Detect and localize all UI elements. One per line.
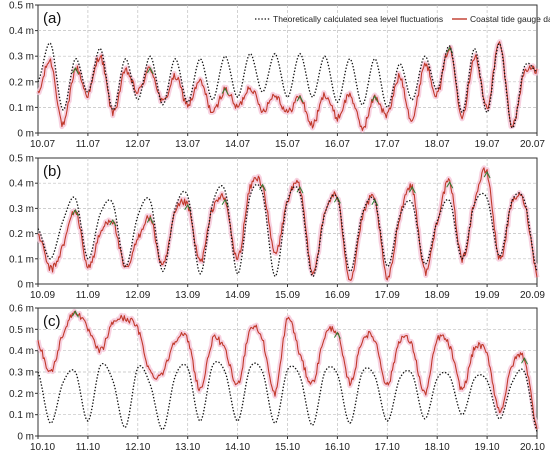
x-tick-label: 10.09 bbox=[30, 290, 55, 301]
x-tick-label: 11.07 bbox=[76, 139, 101, 150]
x-tick-label: 12.10 bbox=[125, 442, 150, 453]
gauge-highlight-mark bbox=[296, 186, 304, 194]
x-tick-label: 20.09 bbox=[520, 290, 545, 301]
theoretical-series-line bbox=[37, 183, 538, 278]
x-tick-label: 16.10 bbox=[325, 442, 350, 453]
x-tick-label: 19.10 bbox=[475, 442, 500, 453]
gauge-series-line bbox=[37, 310, 538, 430]
y-tick-label: 0.4 m bbox=[9, 346, 34, 357]
gauge-highlight-mark bbox=[371, 95, 379, 103]
x-tick-label: 17.07 bbox=[375, 139, 400, 150]
y-tick-label: 0.1 m bbox=[9, 410, 34, 421]
x-tick-label: 18.07 bbox=[425, 139, 450, 150]
x-tick-label: 20.10 bbox=[520, 442, 545, 453]
y-tick-label: 0.3 m bbox=[9, 368, 34, 379]
x-tick-label: 18.09 bbox=[425, 290, 450, 301]
y-tick-label: 0 m bbox=[17, 129, 34, 140]
x-tick-label: 14.10 bbox=[225, 442, 250, 453]
x-tick-label: 11.10 bbox=[76, 442, 101, 453]
gauge-highlight-mark bbox=[146, 216, 154, 224]
legend-theoretical-label: Theoretically calculated sea level fluct… bbox=[273, 14, 443, 24]
x-tick-label: 17.10 bbox=[375, 442, 400, 453]
legend-gauge-label: Coastal tide gauge data bbox=[470, 14, 550, 24]
y-tick-label: 0 m bbox=[17, 432, 34, 443]
gauge-highlight-mark bbox=[184, 203, 192, 212]
x-tick-label: 12.07 bbox=[125, 139, 150, 150]
gauge-highlight-mark bbox=[109, 218, 117, 227]
y-tick-label: 0.6 m bbox=[9, 304, 34, 315]
x-tick-label: 20.07 bbox=[520, 139, 545, 150]
x-tick-label: 17.09 bbox=[375, 290, 400, 301]
y-tick-label: 0.5 m bbox=[9, 154, 34, 165]
gauge-highlight-mark bbox=[446, 181, 454, 189]
x-tick-label: 13.10 bbox=[175, 442, 200, 453]
y-tick-label: 0.2 m bbox=[9, 389, 34, 400]
theoretical-series-line bbox=[37, 360, 538, 432]
x-tick-label: 19.07 bbox=[475, 139, 500, 150]
x-tick-label: 13.07 bbox=[175, 139, 200, 150]
x-tick-label: 14.07 bbox=[225, 139, 250, 150]
panel-label: (a) bbox=[43, 10, 61, 27]
y-tick-label: 0.5 m bbox=[9, 1, 34, 12]
gauge-highlight-mark bbox=[371, 198, 379, 207]
x-tick-label: 15.07 bbox=[275, 139, 300, 150]
x-tick-label: 10.10 bbox=[30, 442, 55, 453]
x-tick-label: 10.07 bbox=[30, 139, 55, 150]
y-tick-label: 0.5 m bbox=[9, 325, 34, 336]
y-tick-label: 0 m bbox=[17, 280, 34, 291]
x-tick-label: 12.09 bbox=[125, 290, 150, 301]
x-tick-label: 14.09 bbox=[225, 290, 250, 301]
legend: Theoretically calculated sea level fluct… bbox=[255, 14, 550, 24]
y-tick-label: 0.1 m bbox=[9, 254, 34, 265]
y-tick-label: 0.2 m bbox=[9, 229, 34, 240]
x-tick-label: 16.09 bbox=[325, 290, 350, 301]
gauge-highlight-mark bbox=[521, 357, 528, 365]
x-tick-label: 11.09 bbox=[76, 290, 101, 301]
x-tick-label: 18.10 bbox=[425, 442, 450, 453]
panel-b: 0 m 0.1 m 0.2 m 0.3 m 0.4 m 0.5 m 10.09 11.09 12… bbox=[9, 154, 545, 302]
gauge-highlight-mark bbox=[71, 66, 79, 75]
gauge-highlight-mark bbox=[221, 87, 229, 95]
x-tick-label: 15.09 bbox=[275, 290, 300, 301]
gauge-series-line bbox=[37, 41, 538, 131]
gauge-highlight-mark bbox=[408, 186, 416, 194]
panel-label: (b) bbox=[43, 163, 61, 180]
x-tick-label: 15.10 bbox=[275, 442, 300, 453]
y-tick-label: 0.3 m bbox=[9, 204, 34, 215]
y-tick-label: 0.4 m bbox=[9, 26, 34, 37]
y-tick-label: 0.4 m bbox=[9, 179, 34, 190]
x-tick-label: 13.09 bbox=[175, 290, 200, 301]
gauge-highlight-mark bbox=[296, 95, 304, 103]
y-tick-label: 0.3 m bbox=[9, 52, 34, 63]
gauge-highlight-mark bbox=[71, 310, 79, 318]
panel-label: (c) bbox=[43, 313, 61, 330]
gauge-highlight-mark bbox=[483, 171, 491, 179]
x-tick-label: 19.09 bbox=[475, 290, 500, 301]
panel-a: 0 m 0.1 m 0.2 m 0.3 m 0.4 m 0.5 m 10.07 11.07 12… bbox=[9, 1, 550, 151]
theoretical-series-line bbox=[37, 42, 538, 129]
y-tick-label: 0.2 m bbox=[9, 77, 34, 88]
x-tick-label: 16.07 bbox=[325, 139, 350, 150]
gauge-highlight-mark bbox=[333, 331, 341, 339]
gauge-highlight-mark bbox=[146, 66, 154, 75]
gauge-highlight-mark bbox=[71, 208, 79, 217]
y-tick-label: 0.1 m bbox=[9, 103, 34, 114]
panel-c: 0 m 0.1 m 0.2 m 0.3 m 0.4 m 0.5 m 0.6 m 10.10 11… bbox=[9, 304, 545, 454]
